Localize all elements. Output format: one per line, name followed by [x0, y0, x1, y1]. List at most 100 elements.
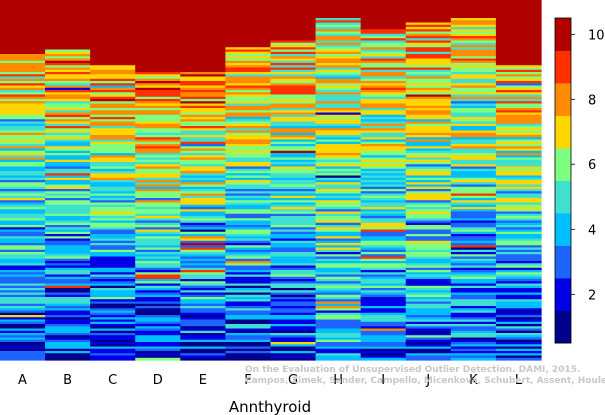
heatmap-cell [135, 285, 181, 289]
heatmap-cell [135, 198, 181, 201]
heatmap-cell [360, 96, 407, 100]
heatmap-cell [90, 238, 136, 242]
colorbar-segment [555, 115, 571, 149]
heatmap-cell [405, 348, 452, 352]
heatmap-cell [315, 292, 362, 296]
heatmap-cell [45, 69, 91, 73]
heatmap-cell [135, 40, 181, 44]
heatmap-cell [270, 285, 317, 289]
heatmap-cell [180, 335, 227, 339]
heatmap-cell [405, 186, 452, 190]
heatmap-cell [0, 18, 46, 21]
heatmap-cell [135, 294, 181, 298]
heatmap-cell [180, 171, 227, 174]
heatmap-cell [135, 258, 181, 262]
heatmap-cell [495, 186, 542, 190]
heatmap-cell [405, 310, 452, 314]
heatmap-cell [360, 81, 407, 84]
heatmap-cell [450, 54, 497, 57]
heatmap-cell [225, 135, 272, 138]
heatmap-cell [0, 225, 46, 228]
heatmap-cell [450, 236, 497, 240]
heatmap-cell [495, 312, 542, 316]
heatmap-cell [135, 110, 181, 114]
heatmap-cell [225, 76, 272, 80]
heatmap-cell [495, 177, 542, 181]
heatmap-cell [270, 175, 317, 179]
heatmap-cell [450, 200, 497, 204]
heatmap-cell [360, 342, 407, 345]
column-label-G: G [288, 373, 298, 388]
heatmap-cell [180, 0, 227, 3]
heatmap-cell [315, 312, 362, 316]
heatmap-cell [135, 229, 181, 233]
heatmap-cell [495, 130, 542, 134]
heatmap-cell [360, 283, 407, 287]
heatmap-cell [495, 58, 542, 62]
heatmap-cell [225, 139, 272, 143]
heatmap-cell [135, 69, 181, 73]
column-label-F: F [244, 373, 251, 388]
heatmap-cell [360, 105, 407, 109]
heatmap-cell [90, 94, 136, 98]
heatmap-cell [450, 175, 497, 179]
heatmap-cell [270, 101, 317, 105]
heatmap-cell [0, 283, 46, 287]
heatmap-cell [270, 69, 317, 73]
heatmap-cell [45, 155, 91, 159]
heatmap-cell [45, 204, 91, 208]
heatmap-cell [45, 213, 91, 217]
heatmap-cell [450, 274, 497, 278]
heatmap-cell [225, 238, 272, 242]
heatmap-cell [225, 321, 272, 325]
heatmap-cell [0, 81, 46, 84]
heatmap-cell [405, 22, 452, 26]
heatmap-cell [0, 249, 46, 253]
heatmap-cell [315, 198, 362, 201]
heatmap-cell [450, 123, 497, 127]
heatmap-cell [315, 103, 362, 107]
heatmap-cell [360, 18, 407, 21]
heatmap-cell [405, 13, 452, 17]
heatmap-cell [360, 171, 407, 174]
heatmap-cell [135, 121, 181, 125]
heatmap-cell [450, 137, 497, 141]
heatmap-cell [360, 164, 407, 168]
heatmap-cell [90, 29, 136, 33]
heatmap-cell [405, 351, 452, 354]
heatmap-cell [135, 279, 181, 282]
heatmap-cell [90, 45, 136, 48]
heatmap-cell [0, 159, 46, 163]
heatmap-cell [360, 146, 407, 150]
heatmap-cell [315, 317, 362, 321]
heatmap-cell [45, 119, 91, 123]
heatmap-cell [495, 274, 542, 278]
heatmap-cell [45, 225, 91, 228]
heatmap-cell [450, 141, 497, 145]
heatmap-cell [135, 333, 181, 336]
heatmap-cell [180, 141, 227, 145]
heatmap-cell [45, 189, 91, 192]
heatmap-cell [90, 270, 136, 273]
heatmap-cell [405, 234, 452, 237]
heatmap-cell [270, 85, 317, 89]
heatmap-cell [135, 90, 181, 93]
heatmap-cell [0, 335, 46, 339]
heatmap-cell [180, 162, 227, 165]
heatmap-cell [315, 166, 362, 170]
heatmap-cell [90, 130, 136, 134]
heatmap-cell [180, 290, 227, 294]
heatmap-cell [315, 108, 362, 111]
heatmap-cell [225, 18, 272, 21]
heatmap-cell [135, 321, 181, 325]
heatmap-cell [0, 24, 46, 28]
heatmap-cell [270, 315, 317, 318]
heatmap-cell [225, 36, 272, 39]
heatmap-cell [450, 22, 497, 26]
heatmap-cell [45, 238, 91, 242]
heatmap-cell [180, 222, 227, 226]
heatmap-cell [315, 308, 362, 312]
heatmap-cell [495, 94, 542, 98]
heatmap-column-L [495, 0, 542, 361]
heatmap-cell [90, 112, 136, 116]
